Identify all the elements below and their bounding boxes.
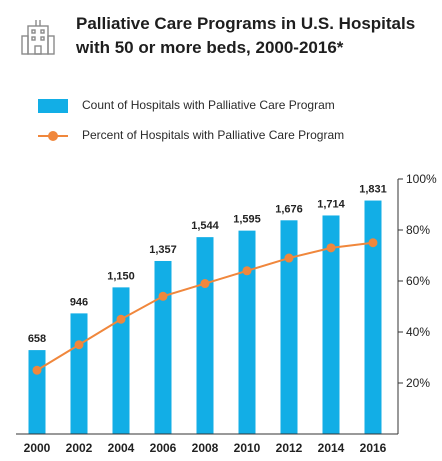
bar-value-label: 1,831	[359, 184, 387, 196]
bar-2016	[364, 200, 382, 434]
bar-2004	[112, 287, 130, 434]
percent-point-2012	[284, 253, 294, 263]
right-axis-tick-label: 40%	[406, 325, 430, 339]
legend-swatch-dot	[48, 131, 58, 141]
right-axis-tick-label: 60%	[406, 274, 430, 288]
legend-label-percent: Percent of Hospitals with Palliative Car…	[82, 128, 345, 142]
x-tick-label: 2002	[66, 441, 93, 455]
bar-2014	[322, 215, 340, 434]
chart-legend: Count of Hospitals with Palliative Care …	[28, 95, 428, 155]
x-tick-label: 2004	[108, 441, 135, 455]
percent-point-2014	[326, 243, 336, 253]
bar-value-label: 1,544	[191, 220, 219, 232]
percent-point-2004	[116, 314, 126, 324]
bar-2010	[238, 230, 256, 434]
right-axis-tick-label: 80%	[406, 223, 430, 237]
percent-point-2000	[32, 365, 42, 375]
right-axis-tick-label: 100%	[406, 172, 437, 186]
bar-value-label: 1,150	[107, 270, 135, 282]
percent-point-2008	[200, 279, 210, 289]
percent-point-2006	[158, 291, 168, 301]
x-tick-label: 2000	[24, 441, 51, 455]
bar-value-label: 1,676	[275, 203, 303, 215]
legend-label-count: Count of Hospitals with Palliative Care …	[82, 98, 335, 112]
bar-2000	[28, 350, 46, 434]
bar-value-label: 1,595	[233, 214, 261, 226]
x-tick-label: 2014	[318, 441, 345, 455]
right-axis-tick-label: 20%	[406, 376, 430, 390]
legend-swatch-bar	[38, 99, 68, 113]
x-tick-label: 2008	[192, 441, 219, 455]
legend-item-percent: Percent of Hospitals with Palliative Car…	[28, 125, 428, 149]
hospital-building-icon	[21, 20, 55, 55]
bar-2006	[154, 260, 172, 434]
percent-point-2016	[368, 238, 378, 248]
bar-value-label: 946	[70, 296, 88, 308]
x-tick-label: 2012	[276, 441, 303, 455]
chart-header: Palliative Care Programs in U.S. Hospita…	[20, 10, 430, 70]
percent-point-2002	[74, 340, 84, 350]
percent-point-2010	[242, 266, 252, 276]
chart-title: Palliative Care Programs in U.S. Hospita…	[76, 14, 416, 57]
bar-value-label: 1,714	[317, 198, 345, 210]
bar-value-label: 1,357	[149, 244, 177, 256]
x-tick-label: 2010	[234, 441, 261, 455]
x-tick-label: 2006	[150, 441, 177, 455]
legend-item-count: Count of Hospitals with Palliative Care …	[28, 95, 428, 119]
bar-value-label: 658	[28, 333, 46, 345]
bar-2002	[70, 313, 88, 434]
bar-2012	[280, 220, 298, 434]
bar-2008	[196, 237, 214, 434]
x-tick-label: 2016	[360, 441, 387, 455]
